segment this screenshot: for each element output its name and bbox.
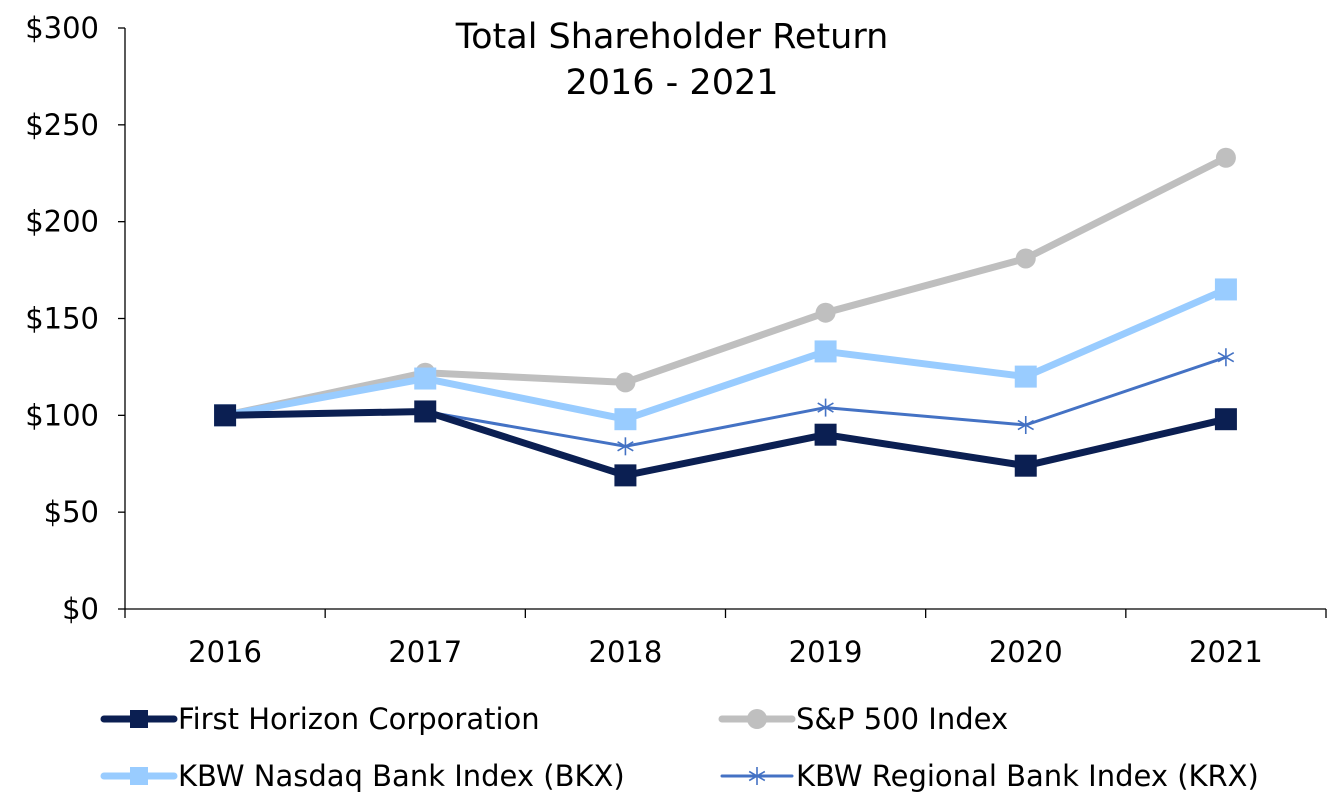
chart-title: Total Shareholder Return 2016 - 2021 — [455, 17, 889, 103]
axes: $0 $50 $100 $150 $200 $250 $300 2016 2017 2018 201… — [25, 11, 1327, 669]
x-tick-label: 2019 — [789, 635, 863, 669]
data-point-first-horizon-corporation — [814, 423, 837, 446]
data-point-first-horizon-corporation — [414, 400, 437, 423]
series-line-kbw-nasdaq-bank-index-bkx — [221, 285, 1230, 423]
legend-label: First Horizon Corporation — [178, 702, 540, 736]
legend-label: S&P 500 Index — [796, 702, 1008, 736]
data-point-first-horizon-corporation — [1014, 454, 1037, 477]
legend-label: KBW Regional Bank Index (KRX) — [796, 759, 1259, 793]
data-point-kbw-regional-bank-index-krx — [1017, 416, 1034, 435]
legend: First Horizon Corporation S&P 500 Index KB… — [100, 702, 1259, 793]
legend-swatch-marker — [130, 710, 148, 728]
legend-swatch-marker — [130, 767, 148, 785]
data-point-first-horizon-corporation — [614, 464, 637, 487]
legend-label: KBW Nasdaq Bank Index (BKX) — [178, 759, 625, 793]
series-layer — [214, 147, 1237, 487]
legend-swatch-marker — [748, 767, 766, 785]
y-tick-label: $100 — [25, 398, 99, 432]
data-point-kbw-regional-bank-index-krx — [817, 398, 834, 417]
series-line-first-horizon-corporation — [221, 407, 1230, 479]
data-point-s-p-500-index — [815, 302, 836, 323]
chart-title-line-1: Total Shareholder Return — [455, 17, 889, 57]
legend-item-kbw-nasdaq-bank-index-bkx: KBW Nasdaq Bank Index (BKX) — [100, 759, 625, 793]
data-point-first-horizon-corporation — [1214, 408, 1237, 431]
data-point-first-horizon-corporation — [214, 404, 237, 427]
y-tick-label: $300 — [25, 11, 99, 45]
legend-item-first-horizon-corporation: First Horizon Corporation — [100, 702, 540, 736]
x-tick-label: 2017 — [388, 635, 462, 669]
x-tick-label: 2016 — [188, 635, 262, 669]
chart-title-line-2: 2016 - 2021 — [565, 63, 778, 103]
data-point-kbw-nasdaq-bank-index-bkx — [414, 367, 437, 390]
x-tick-label: 2021 — [1189, 635, 1263, 669]
y-tick-label: $50 — [44, 495, 99, 529]
legend-item-s-p-500-index: S&P 500 Index — [718, 702, 1008, 736]
data-point-kbw-nasdaq-bank-index-bkx — [1014, 365, 1037, 388]
series-line-kbw-regional-bank-index-krx — [223, 355, 1228, 448]
data-point-kbw-nasdaq-bank-index-bkx — [814, 340, 837, 363]
x-tick-label: 2020 — [989, 635, 1063, 669]
data-point-kbw-nasdaq-bank-index-bkx — [1214, 278, 1237, 301]
series-first-horizon-corporation — [214, 400, 1237, 487]
legend-swatch-marker — [747, 709, 767, 729]
y-tick-label: $0 — [62, 592, 99, 626]
y-tick-label: $150 — [25, 302, 99, 336]
y-tick-label: $250 — [25, 108, 99, 142]
legend-item-kbw-regional-bank-index-krx: KBW Regional Bank Index (KRX) — [720, 759, 1259, 793]
data-point-s-p-500-index — [615, 372, 636, 393]
series-kbw-regional-bank-index-krx — [216, 348, 1235, 456]
data-point-s-p-500-index — [1215, 147, 1236, 168]
series-line-s-p-500-index — [221, 154, 1230, 419]
x-tick-label: 2018 — [589, 635, 663, 669]
series-kbw-nasdaq-bank-index-bkx — [214, 278, 1237, 431]
data-point-kbw-nasdaq-bank-index-bkx — [614, 408, 637, 431]
data-point-kbw-regional-bank-index-krx — [1217, 348, 1235, 367]
data-point-kbw-regional-bank-index-krx — [617, 437, 634, 456]
y-tick-label: $200 — [25, 205, 99, 239]
data-point-s-p-500-index — [1015, 248, 1036, 269]
